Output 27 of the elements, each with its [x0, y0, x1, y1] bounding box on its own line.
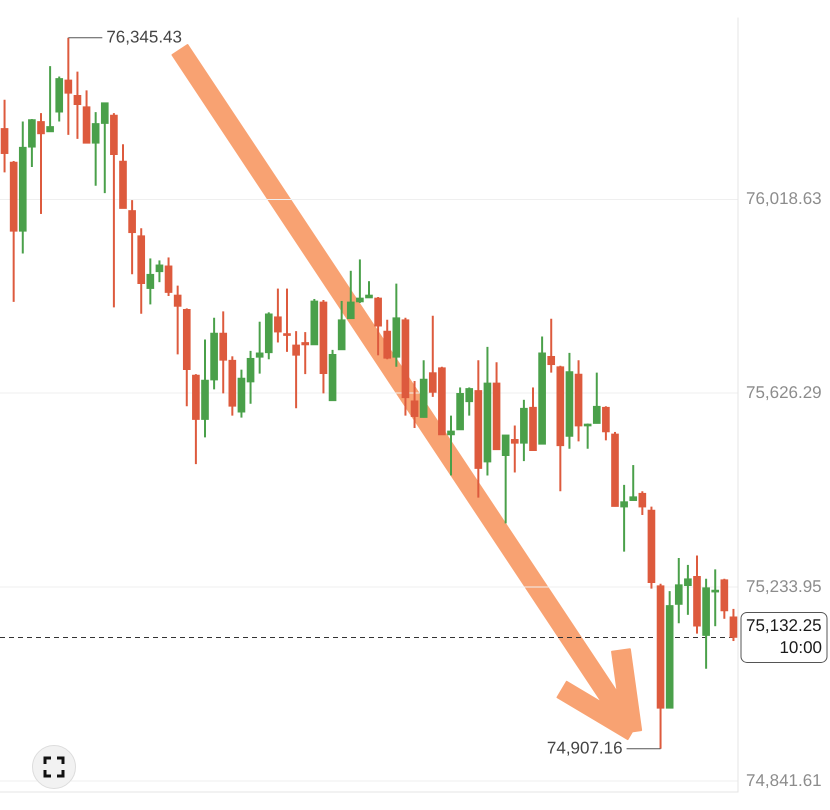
- candlestick: [620, 484, 628, 553]
- text: 10:00: [779, 638, 822, 658]
- candlestick: [283, 288, 291, 353]
- annotation: 74,907.16: [546, 738, 623, 758]
- candlestick: [447, 414, 455, 476]
- candlestick: [510, 424, 519, 474]
- candlestick: [37, 112, 45, 215]
- candlestick: [156, 259, 164, 284]
- candlestick: [146, 257, 154, 306]
- candlestick: [638, 490, 646, 516]
- y-tick-label: 75,626.29: [746, 382, 822, 402]
- annotation: 76,345.43: [106, 27, 182, 46]
- candlestick: [174, 284, 182, 356]
- candlestick: [46, 65, 54, 133]
- candlestick: [274, 288, 282, 344]
- candlestick: [547, 318, 556, 374]
- ref-line-label: 75,132.25: [746, 616, 822, 636]
- candlestick: [502, 434, 510, 524]
- y-tick-label: 76,018.63: [746, 188, 822, 208]
- candlestick: [64, 36, 72, 136]
- candlestick: [128, 199, 136, 276]
- candlestick: [410, 380, 418, 429]
- candlestick: [730, 608, 738, 642]
- candlestick: [74, 70, 82, 140]
- candlestick: [629, 464, 638, 502]
- y-tick-label: 74,841.61: [746, 770, 822, 790]
- y-tick-label: 75,233.95: [746, 576, 822, 596]
